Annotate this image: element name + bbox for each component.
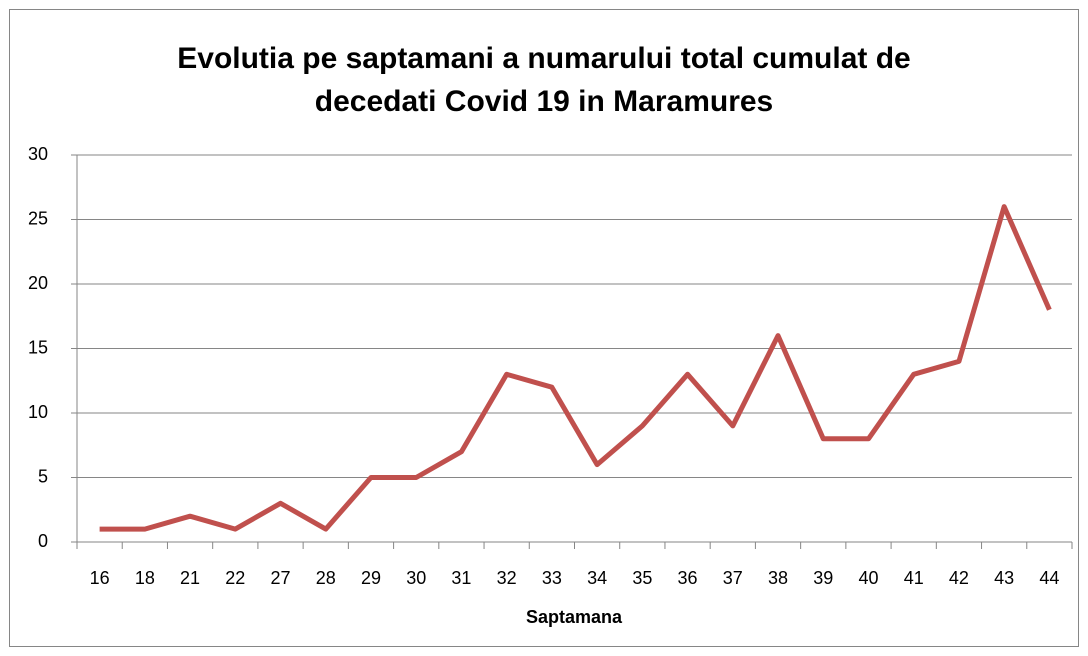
x-tick-label: 42 — [949, 568, 969, 588]
y-tick-label: 30 — [28, 144, 48, 164]
x-tick-label: 36 — [678, 568, 698, 588]
x-tick-label: 18 — [135, 568, 155, 588]
data-line — [99, 204, 1052, 532]
chart-title: Evolutia pe saptamani a numarului total … — [177, 42, 910, 75]
y-tick-label: 5 — [38, 466, 48, 486]
x-tick-label: 38 — [768, 568, 788, 588]
x-tick-label: 37 — [723, 568, 743, 588]
x-tick-label: 34 — [587, 568, 607, 588]
x-tick-label: 31 — [451, 568, 471, 588]
y-tick-label: 0 — [38, 531, 48, 551]
x-tick-label: 21 — [180, 568, 200, 588]
x-tick-label: 16 — [90, 568, 110, 588]
x-tick-label: 44 — [1039, 568, 1059, 588]
x-tick-label: 27 — [271, 568, 291, 588]
x-tick-label: 33 — [542, 568, 562, 588]
x-tick-label: 40 — [858, 568, 878, 588]
x-axis-title: Saptamana — [526, 607, 623, 627]
chart-border — [9, 9, 1079, 647]
y-tick-label: 25 — [28, 208, 48, 228]
x-tick-label: 30 — [406, 568, 426, 588]
y-tick-label: 20 — [28, 273, 48, 293]
x-tick-label: 41 — [904, 568, 924, 588]
chart-title: decedati Covid 19 in Maramures — [315, 85, 774, 118]
x-tick-label: 28 — [316, 568, 336, 588]
x-tick-label: 39 — [813, 568, 833, 588]
x-tick-label: 29 — [361, 568, 381, 588]
x-tick-label: 32 — [497, 568, 517, 588]
x-tick-label: 22 — [225, 568, 245, 588]
y-tick-label: 10 — [28, 402, 48, 422]
y-tick-label: 15 — [28, 337, 48, 357]
x-tick-label: 35 — [632, 568, 652, 588]
x-tick-label: 43 — [994, 568, 1014, 588]
